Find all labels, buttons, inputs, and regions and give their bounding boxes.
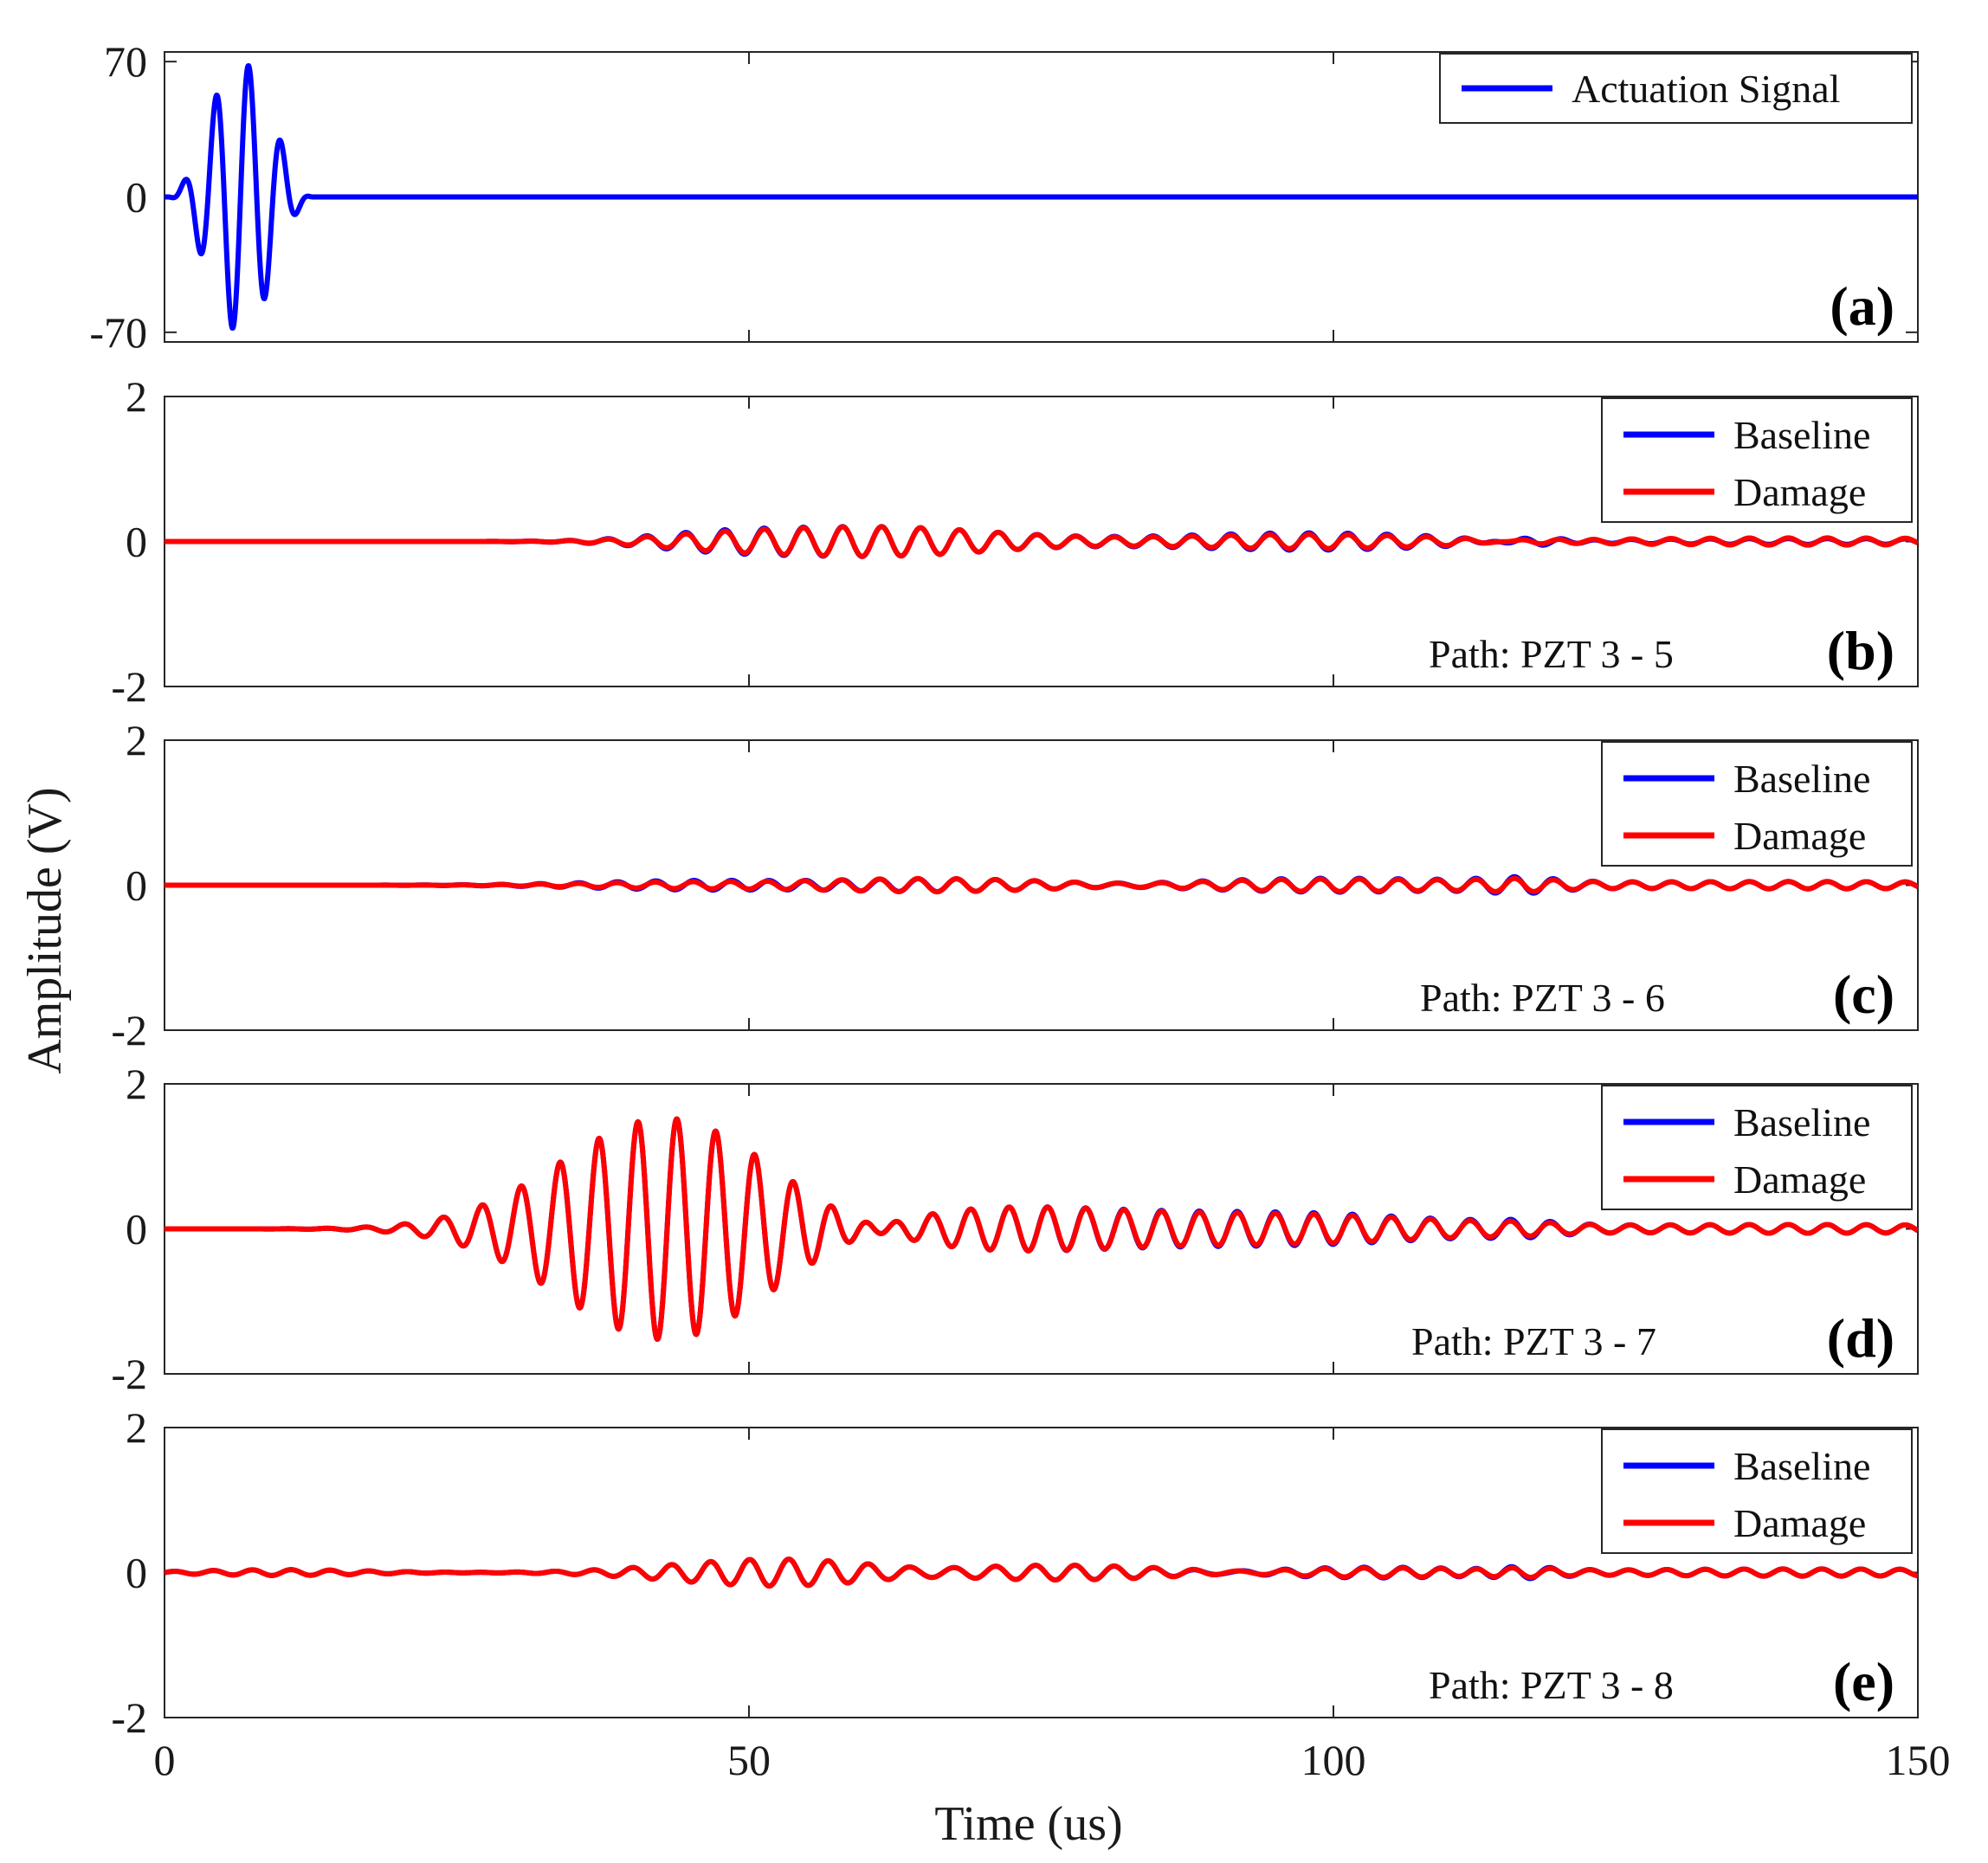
legend: Baseline Damage	[1601, 1428, 1913, 1554]
panel-label: (a)	[1830, 275, 1894, 337]
legend-label: Baseline	[1733, 1444, 1870, 1488]
legend: Actuation Signal	[1439, 53, 1913, 124]
panel-b: 2 0 -2 Baseline Damage Path: PZT 3 - 5 (b)	[111, 372, 1919, 711]
y-tick-label: 2	[126, 372, 147, 421]
plot-area	[165, 1116, 1918, 1342]
legend-label: Damage	[1733, 1157, 1866, 1202]
panel-label: (c)	[1833, 964, 1894, 1025]
panel-label: (d)	[1827, 1307, 1894, 1369]
legend-box	[1601, 397, 1913, 523]
legend-label: Baseline	[1733, 757, 1870, 801]
path-annotation: Path: PZT 3 - 7	[1411, 1319, 1656, 1363]
x-tick-label: 150	[1886, 1736, 1951, 1784]
panel-label: (e)	[1833, 1651, 1894, 1712]
plot-area	[165, 1557, 1918, 1589]
legend-label: Damage	[1733, 470, 1866, 514]
y-tick-label: 0	[126, 1205, 147, 1254]
plot-area	[165, 63, 1918, 331]
legend-box	[1601, 1085, 1913, 1210]
y-tick-label: -2	[111, 1693, 147, 1742]
legend-label: Baseline	[1733, 1100, 1870, 1144]
legend-label: Damage	[1733, 814, 1866, 858]
y-tick-label: 70	[104, 37, 147, 86]
plot-area	[165, 873, 1918, 896]
y-tick-label: 0	[126, 861, 147, 910]
y-tick-label: -2	[111, 1006, 147, 1054]
plot-area	[165, 524, 1918, 559]
series-line-actuation-signal	[165, 63, 1918, 331]
legend-label: Baseline	[1733, 413, 1870, 457]
legend: Baseline Damage	[1601, 397, 1913, 523]
path-annotation: Path: PZT 3 - 6	[1420, 976, 1665, 1020]
panels: 70 0 -70 Actuation Signal (a) 2 0 -2 Baseline Dam…	[89, 37, 1919, 1742]
y-tick-label: -2	[111, 662, 147, 711]
legend-box	[1601, 1428, 1913, 1554]
x-tick-label: 0	[154, 1736, 176, 1784]
panel-e: 2 0 -2 Baseline Damage Path: PZT 3 - 8 (e)	[111, 1403, 1919, 1742]
x-tick-label: 100	[1301, 1736, 1366, 1784]
series-line-damage	[165, 1116, 1918, 1342]
y-tick-label: 2	[126, 1060, 147, 1108]
series-line-damage	[165, 524, 1918, 559]
y-tick-label: 2	[126, 1403, 147, 1452]
y-axis-label: Amplitude (V)	[18, 787, 72, 1073]
panel-d: 2 0 -2 Baseline Damage Path: PZT 3 - 7 (d)	[111, 1060, 1919, 1398]
y-tick-label: -70	[89, 308, 147, 357]
legend: Baseline Damage	[1601, 741, 1913, 867]
series-line-damage	[165, 1557, 1918, 1589]
legend-box	[1601, 741, 1913, 867]
x-axis-label: Time (us)	[934, 1797, 1122, 1851]
y-tick-label: 0	[126, 518, 147, 566]
legend-label: Damage	[1733, 1501, 1866, 1545]
path-annotation: Path: PZT 3 - 5	[1429, 632, 1674, 676]
y-tick-label: 0	[126, 173, 147, 222]
panel-c: 2 0 -2 Baseline Damage Path: PZT 3 - 6 (c)	[111, 716, 1919, 1054]
y-tick-label: 2	[126, 716, 147, 764]
y-tick-label: -2	[111, 1350, 147, 1398]
y-tick-label: 0	[126, 1549, 147, 1597]
x-tick-label: 50	[727, 1736, 771, 1784]
panel-label: (b)	[1827, 620, 1894, 681]
series-line-damage	[165, 875, 1918, 895]
x-tick-labels: 0 50 100 150	[154, 1736, 1951, 1784]
panel-a: 70 0 -70 Actuation Signal (a)	[89, 37, 1919, 357]
path-annotation: Path: PZT 3 - 8	[1429, 1663, 1674, 1707]
legend-label: Actuation Signal	[1572, 67, 1840, 111]
legend: Baseline Damage	[1601, 1085, 1913, 1210]
